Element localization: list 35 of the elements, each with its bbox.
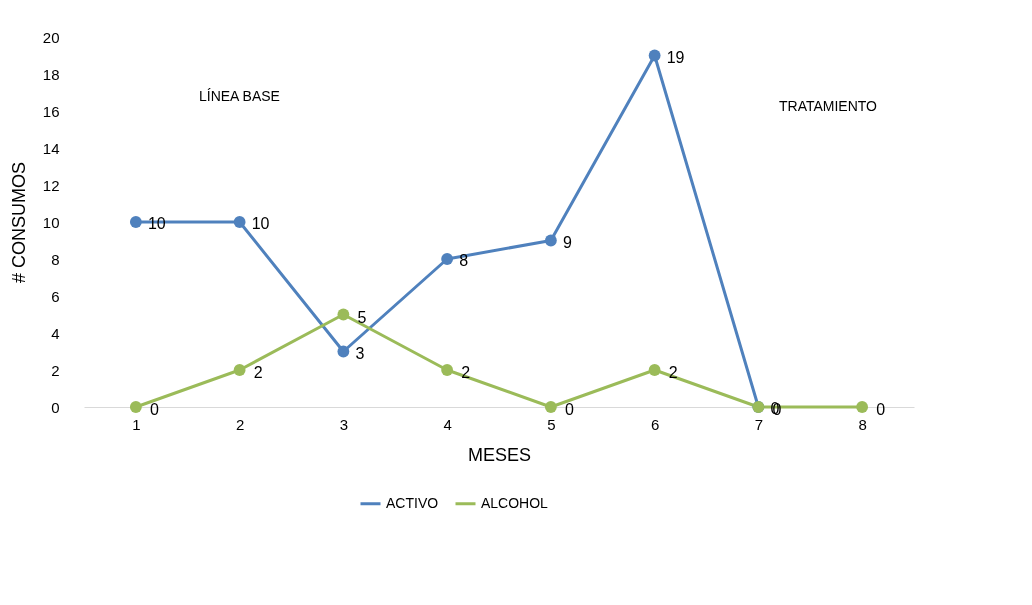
- data-label: 9: [562, 233, 572, 251]
- x-tick-label: 3: [339, 415, 349, 433]
- legend-label: ACTIVO: [386, 494, 439, 511]
- x-tick-label: 7: [754, 415, 764, 433]
- y-tick-label: 4: [51, 324, 60, 342]
- y-tick-label: 12: [42, 176, 60, 194]
- x-tick-label: 5: [547, 415, 556, 433]
- data-label: 3: [355, 344, 365, 362]
- y-tick-label: 6: [51, 287, 60, 305]
- data-label: 8: [459, 252, 469, 269]
- y-tick-label: 0: [51, 398, 60, 416]
- y-axis-title: # CONSUMOS: [8, 161, 29, 284]
- data-label: 5: [357, 308, 367, 326]
- annotation: TRATAMIENTO: [779, 98, 878, 114]
- annotation: LÍNEA BASE: [199, 88, 280, 104]
- x-tick-label: 2: [235, 415, 245, 433]
- data-label: 0: [876, 401, 886, 418]
- y-tick-label: 20: [42, 28, 60, 46]
- x-axis-title: MESES: [467, 444, 532, 465]
- x-tick-label: 6: [650, 415, 660, 433]
- y-tick-label: 18: [42, 65, 60, 83]
- data-label: 0: [149, 401, 159, 418]
- data-label: 19: [666, 48, 685, 66]
- data-label: 2: [253, 364, 263, 381]
- y-tick-label: 10: [42, 213, 60, 231]
- y-tick-label: 14: [42, 139, 60, 157]
- x-tick-label: 4: [443, 415, 452, 433]
- data-label: 10: [251, 215, 270, 232]
- x-tick-label: 1: [132, 415, 141, 433]
- data-label: 0: [564, 401, 574, 418]
- x-tick-label: 8: [858, 415, 867, 433]
- y-tick-label: 16: [42, 102, 60, 120]
- legend-label: ALCOHOL: [481, 494, 549, 511]
- y-tick-label: 8: [51, 250, 60, 268]
- y-tick-label: 2: [51, 361, 60, 379]
